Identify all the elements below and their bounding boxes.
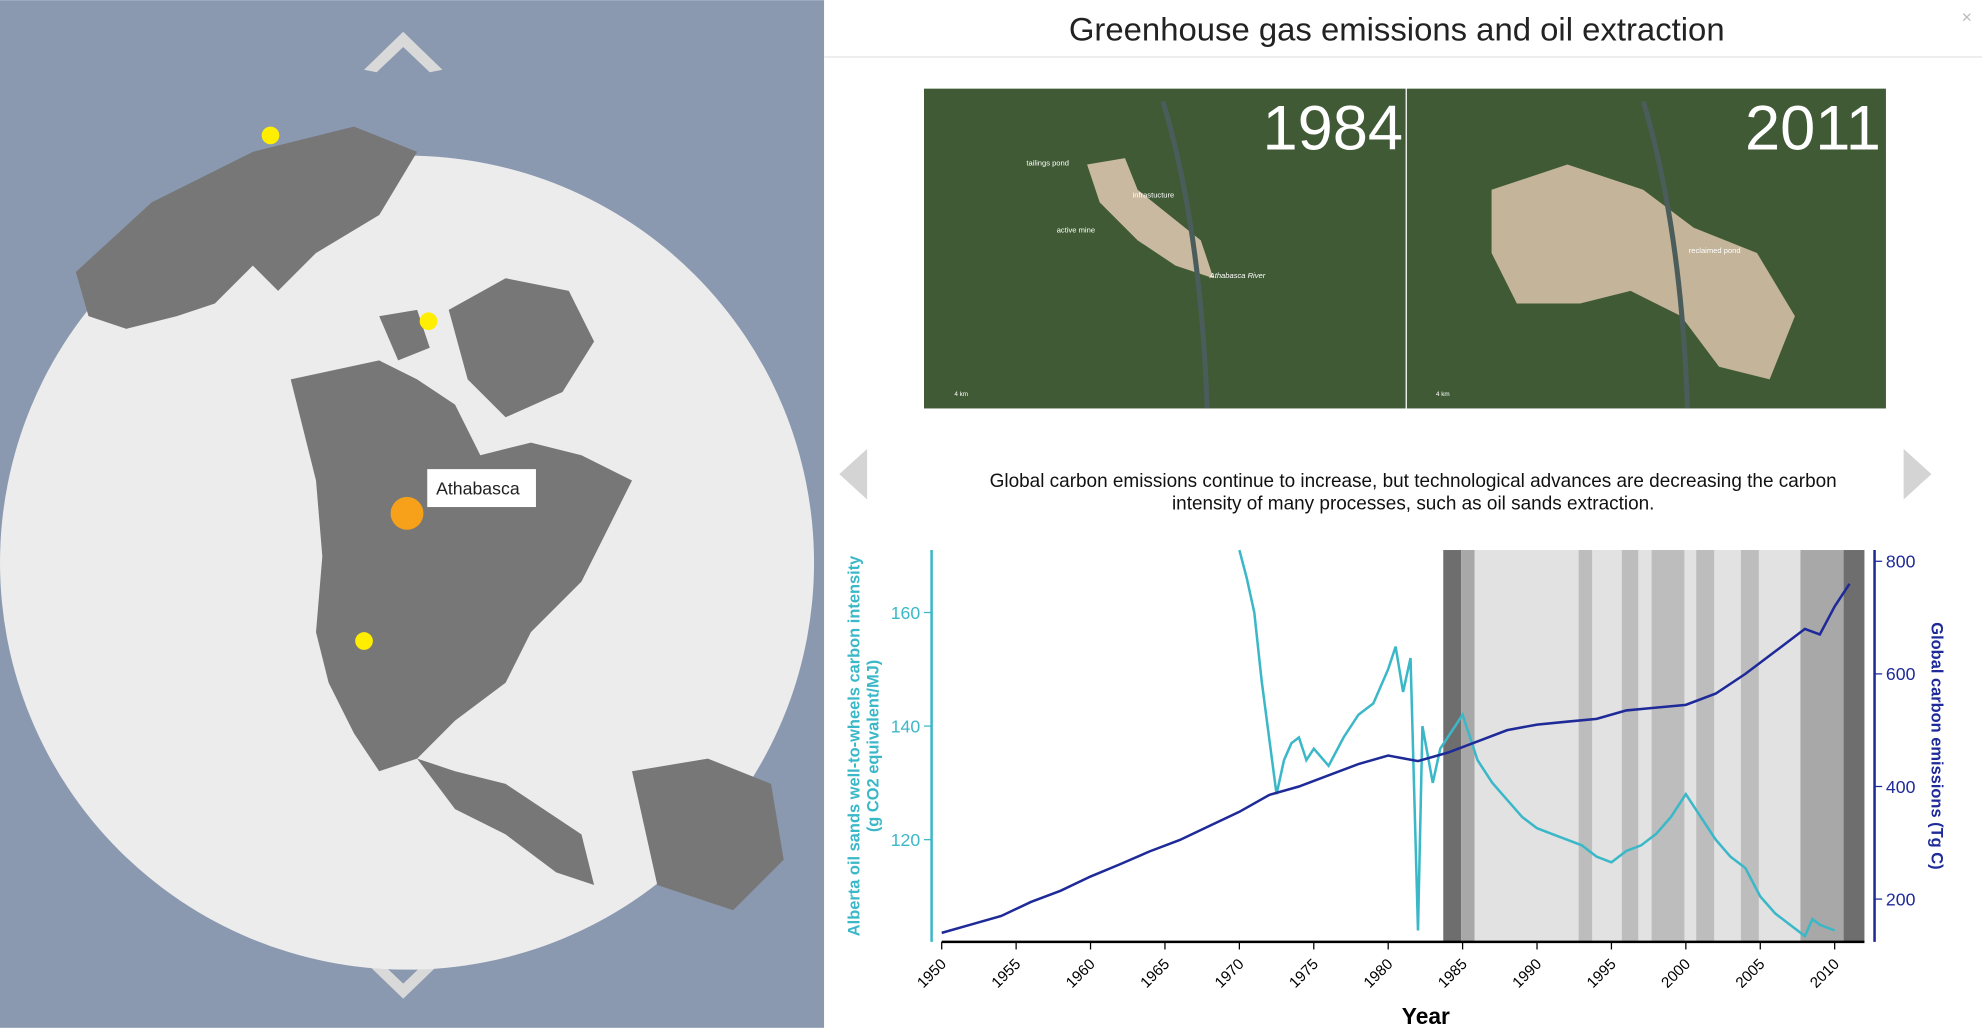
shaded-band bbox=[1651, 550, 1685, 942]
image-note: reclaimed pond bbox=[1689, 246, 1741, 255]
shaded-band bbox=[1696, 550, 1715, 942]
y-tick-label: 140 bbox=[891, 716, 921, 736]
mine-area bbox=[1087, 158, 1214, 279]
river bbox=[1160, 100, 1210, 409]
mine-area bbox=[1491, 164, 1795, 380]
image-note: active mine bbox=[1057, 226, 1095, 235]
y2-axis-label: Global carbon emissions (Tg C) bbox=[1927, 622, 1945, 869]
y-axis-label: (g CO2 equivalent/MJ) bbox=[865, 660, 883, 832]
series-line bbox=[941, 583, 1851, 935]
image-year: 1984 bbox=[1262, 93, 1403, 163]
series-line bbox=[1238, 549, 1836, 939]
chart-caption: Global carbon emissions continue to incr… bbox=[990, 471, 1837, 492]
nav-up[interactable] bbox=[364, 31, 443, 73]
image-year: 2011 bbox=[1745, 93, 1881, 163]
chart-caption: intensity of many processes, such as oil… bbox=[1172, 494, 1654, 515]
image-note: infrastucture bbox=[1133, 190, 1175, 199]
tooltip bbox=[427, 469, 536, 508]
location-dot[interactable] bbox=[419, 312, 438, 331]
x-axis-label: Year bbox=[1402, 1003, 1450, 1028]
y2-tick-label: 400 bbox=[1886, 777, 1916, 797]
y-axis-label: Alberta oil sands well-to-wheels carbon … bbox=[846, 555, 864, 936]
y2-tick-label: 200 bbox=[1886, 889, 1916, 909]
landmass bbox=[75, 126, 784, 911]
image-note: tailings pond bbox=[1026, 159, 1069, 168]
chart: 1950 1955 1960 1965 1970 1975 1980 1985 1990 1995… bbox=[846, 549, 1945, 1028]
shaded-band bbox=[1443, 550, 1462, 942]
location-dot[interactable] bbox=[355, 632, 373, 650]
shaded-band bbox=[1621, 550, 1639, 942]
y-tick-label: 120 bbox=[891, 830, 921, 850]
y2-tick-label: 600 bbox=[1886, 664, 1916, 684]
image-note: Athabasca River bbox=[1209, 271, 1266, 280]
nav-prev[interactable] bbox=[839, 448, 868, 500]
shaded-band bbox=[1578, 550, 1593, 942]
selected-location[interactable] bbox=[390, 496, 424, 530]
location-dot[interactable] bbox=[261, 126, 280, 145]
y2-tick-label: 800 bbox=[1886, 552, 1916, 572]
shaded-band bbox=[1800, 550, 1844, 942]
shaded-band bbox=[1843, 550, 1865, 942]
shaded-band bbox=[1740, 550, 1759, 942]
panel-title: Greenhouse gas emissions and oil extract… bbox=[1069, 11, 1725, 48]
tooltip-text: Athabasca bbox=[436, 478, 520, 498]
close-button[interactable]: × bbox=[1962, 7, 1972, 27]
scale-label: 4 km bbox=[954, 391, 968, 398]
scale-label: 4 km bbox=[1436, 391, 1450, 398]
river bbox=[1640, 100, 1691, 409]
y-tick-label: 160 bbox=[891, 603, 921, 623]
nav-next[interactable] bbox=[1903, 448, 1932, 500]
